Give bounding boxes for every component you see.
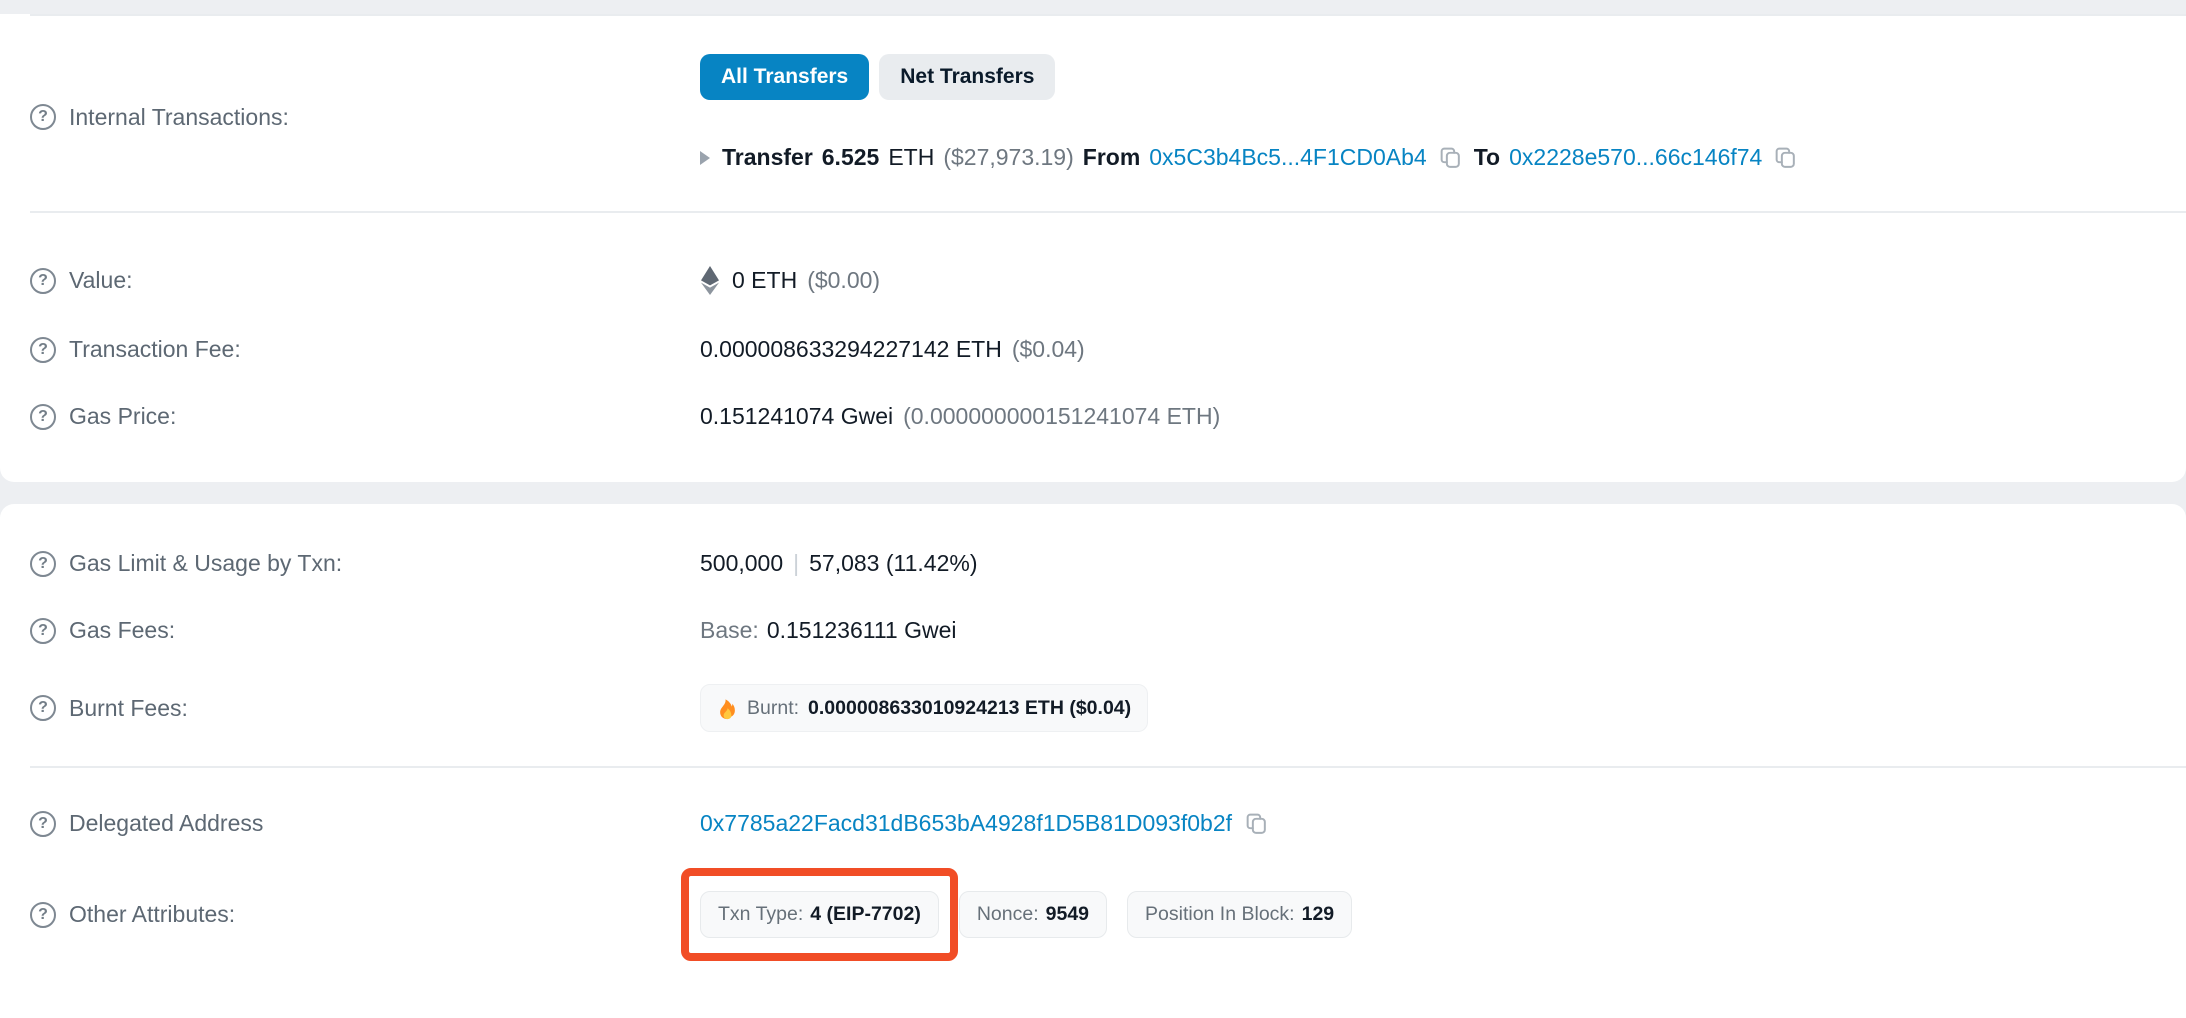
transfer-usd: ($27,973.19) [943,144,1074,171]
gas-fees-label-group: Gas Fees: [0,617,700,644]
help-icon[interactable] [30,901,56,928]
help-icon[interactable] [30,336,56,363]
transaction-fee-label-group: Transaction Fee: [0,336,700,363]
gas-price-gwei: 0.151241074 Gwei [700,403,894,430]
nonce-label: Nonce: [976,903,1039,926]
transaction-details-card-lower: Gas Limit & Usage by Txn: 500,000 | 57,0… [0,504,2186,1018]
transaction-fee-amount: 0.000008633294227142 ETH [700,336,1002,363]
all-transfers-button[interactable]: All Transfers [700,54,870,101]
nonce-value: 9549 [1045,903,1090,926]
position-in-block-badge: Position In Block: 129 [1127,891,1353,939]
transfer-unit: ETH [888,144,935,171]
row-divider [30,14,2186,16]
copy-icon [1244,810,1269,837]
burnt-label: Burnt: [747,696,800,719]
value-amount: 0 ETH [732,267,798,294]
other-attributes-label: Other Attributes: [69,901,236,928]
burnt-value: 0.000008633010924213 ETH ($0.04) [808,696,1132,719]
gas-fees-base-value: 0.151236111 Gwei [766,617,957,644]
position-in-block-value: 129 [1301,903,1335,926]
transfer-to-label: To [1473,144,1501,171]
transfer-from-label: From [1082,144,1141,171]
gas-fees-label: Gas Fees: [69,617,176,644]
gas-limit-value: 500,000 [700,550,784,577]
row-other-attributes: Other Attributes: Txn Type: 4 (EIP-7702)… [0,857,2186,962]
row-transaction-fee: Transaction Fee: 0.000008633294227142 ET… [0,316,2186,383]
transaction-fee-label: Transaction Fee: [69,336,241,363]
help-icon[interactable] [30,267,56,294]
burnt-fees-label: Burnt Fees: [69,694,188,721]
row-burnt-fees: Burnt Fees: Burnt: 0.000008633010924213 … [0,664,2186,766]
transfer-amount: 6.525 [821,144,880,171]
value-label: Value: [69,267,133,294]
copy-from-address-button[interactable] [1436,144,1465,171]
help-icon[interactable] [30,695,56,722]
copy-to-address-button[interactable] [1771,144,1800,171]
annotation-highlight-box: Txn Type: 4 (EIP-7702) [681,868,958,962]
transaction-details-card-upper: Internal Transactions: All Transfers Net… [0,14,2186,483]
delegated-address-link[interactable]: 0x7785a22Facd31dB653bA4928f1D5B81D093f0b… [700,810,1232,837]
help-icon[interactable] [30,550,56,577]
copy-delegated-address-button[interactable] [1242,810,1271,837]
help-icon[interactable] [30,810,56,837]
copy-icon [1773,144,1798,171]
position-in-block-label: Position In Block: [1145,903,1295,926]
internal-transfer-row: Transfer 6.525 ETH ($27,973.19) From 0x5… [700,144,1800,171]
txn-type-badge: Txn Type: 4 (EIP-7702) [700,891,939,939]
gas-usage-value: 57,083 (11.42%) [809,550,978,577]
gas-limit-label-group: Gas Limit & Usage by Txn: [0,550,700,577]
nonce-badge: Nonce: 9549 [958,891,1108,939]
gas-price-label-group: Gas Price: [0,403,700,430]
gas-fees-base-label: Base: [700,617,759,644]
transaction-fee-usd: ($0.04) [1011,336,1085,363]
copy-icon [1438,144,1463,171]
txn-type-value: 4 (EIP-7702) [810,903,921,926]
row-gas-fees: Gas Fees: Base: 0.151236111 Gwei [0,597,2186,664]
row-internal-transactions: Internal Transactions: All Transfers Net… [0,16,2186,211]
delegated-address-label-group: Delegated Address [0,810,700,837]
txn-type-label: Txn Type: [718,903,804,926]
transfers-toggle: All Transfers Net Transfers [700,54,1056,101]
gas-price-label: Gas Price: [69,403,177,430]
row-value: Value: 0 ETH ($0.00) [0,245,2186,316]
gas-price-eth: (0.000000000151241074 ETH) [903,403,1221,430]
from-address-link[interactable]: 0x5C3b4Bc5...4F1CD0Ab4 [1149,144,1427,171]
help-icon[interactable] [30,617,56,644]
gas-limit-label: Gas Limit & Usage by Txn: [69,550,343,577]
to-address-link[interactable]: 0x2228e570...66c146f74 [1509,144,1763,171]
expand-triangle-icon[interactable] [700,150,710,165]
value-label-group: Value: [0,267,700,294]
gas-limit-separator: | [793,550,800,577]
other-attributes-label-group: Other Attributes: [0,901,700,928]
eth-icon [700,265,720,296]
row-gas-limit-usage: Gas Limit & Usage by Txn: 500,000 | 57,0… [0,522,2186,597]
burnt-fees-label-group: Burnt Fees: [0,695,700,722]
help-icon[interactable] [30,403,56,430]
net-transfers-button[interactable]: Net Transfers [879,54,1056,101]
row-divider [30,211,2186,214]
delegated-address-label: Delegated Address [69,810,264,837]
help-icon[interactable] [30,103,56,130]
flame-icon [717,696,738,720]
row-gas-price: Gas Price: 0.151241074 Gwei (0.000000000… [0,383,2186,450]
row-divider [30,766,2186,769]
other-attributes-pills: Txn Type: 4 (EIP-7702) Nonce: 9549 Posit… [681,868,1353,962]
transfer-action: Transfer [722,144,813,171]
internal-transactions-label: Internal Transactions: [69,103,289,130]
row-delegated-address: Delegated Address 0x7785a22Facd31dB653bA… [0,790,2186,857]
value-usd: ($0.00) [807,267,881,294]
internal-transactions-label-group: Internal Transactions: [0,95,700,131]
burnt-fees-badge: Burnt: 0.000008633010924213 ETH ($0.04) [700,684,1149,733]
